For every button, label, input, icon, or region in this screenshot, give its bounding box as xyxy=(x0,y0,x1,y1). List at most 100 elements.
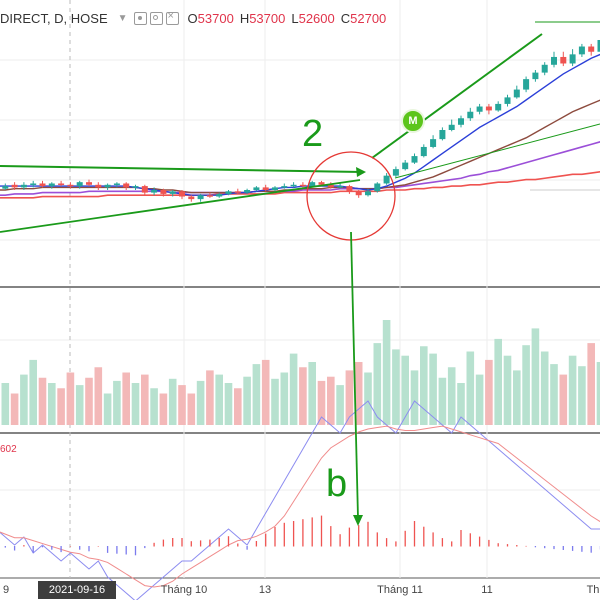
vertical-pointer[interactable] xyxy=(350,231,359,519)
x-tick-0: 9 xyxy=(2,584,10,596)
candle-body xyxy=(104,184,111,188)
volume-bar xyxy=(540,351,549,425)
close-value: 52700 xyxy=(350,10,387,26)
volume-bar xyxy=(531,328,540,425)
candle xyxy=(30,180,37,188)
candle xyxy=(132,184,139,190)
candle-body xyxy=(551,56,557,65)
candle xyxy=(262,184,269,192)
candle xyxy=(113,182,120,188)
candle-body xyxy=(560,56,567,64)
candle xyxy=(411,153,418,164)
volume-bar xyxy=(447,367,456,425)
candle xyxy=(141,184,148,196)
vertical-pointer-arrowhead xyxy=(353,515,363,526)
marker-badge[interactable]: M xyxy=(401,109,425,133)
candle xyxy=(532,70,539,82)
resistance-trendline[interactable] xyxy=(0,165,363,173)
volume-bar xyxy=(457,383,465,425)
candle-body xyxy=(188,196,195,200)
breakout-trendline[interactable] xyxy=(371,33,543,159)
indicator-value: 602 xyxy=(0,444,17,455)
volume-bar xyxy=(438,377,447,425)
volume-bar xyxy=(587,343,595,425)
symbol-name: DIRECT, D, HOSE xyxy=(0,10,108,26)
close-icon[interactable] xyxy=(165,10,179,25)
candle xyxy=(39,180,46,188)
upper-trend-line[interactable] xyxy=(394,123,600,179)
eye-icon[interactable] xyxy=(133,11,147,25)
candle-body xyxy=(290,184,297,187)
candle-body xyxy=(197,195,204,200)
chevron-down-icon[interactable]: ▼ xyxy=(117,12,128,24)
volume-bar xyxy=(345,370,354,425)
candle-body xyxy=(86,182,92,185)
breakout-circle[interactable] xyxy=(306,151,396,241)
volume-bar xyxy=(57,388,65,425)
volume-bar xyxy=(10,393,19,425)
volume-bar xyxy=(596,362,600,425)
volume-bar xyxy=(196,380,205,425)
candle-body xyxy=(523,79,530,90)
volume-bar xyxy=(234,388,242,425)
trend-drawings[interactable] xyxy=(0,21,600,526)
candle-body xyxy=(420,146,427,157)
x-tick-5: Th xyxy=(586,584,600,596)
point-label[interactable]: b xyxy=(326,463,348,505)
candle-body xyxy=(216,193,223,197)
volume-bar xyxy=(187,393,196,425)
candle-body xyxy=(327,184,334,188)
x-tick-4: 11 xyxy=(481,584,493,596)
settings-icon[interactable] xyxy=(149,11,163,25)
candle-body xyxy=(513,89,520,98)
x-tick-1: Tháng 10 xyxy=(160,584,208,596)
candle-body xyxy=(281,186,288,188)
candle-body xyxy=(458,118,464,125)
candle xyxy=(476,103,483,115)
high-value: 53700 xyxy=(249,10,286,26)
candle xyxy=(151,187,158,196)
candle-body xyxy=(58,183,65,185)
volume-bar xyxy=(513,370,521,425)
candle-body xyxy=(309,182,316,187)
volume-bar xyxy=(308,362,316,425)
candle xyxy=(272,186,278,192)
candle xyxy=(560,51,567,67)
candle xyxy=(523,76,530,93)
volume-bar xyxy=(141,374,149,425)
ma-fast-line xyxy=(0,53,600,196)
volume-bar xyxy=(494,338,502,425)
candle xyxy=(290,182,297,188)
candle xyxy=(253,186,260,192)
candle xyxy=(541,62,548,76)
candle xyxy=(244,188,251,194)
candle-body xyxy=(141,186,148,193)
candle-body xyxy=(374,183,381,192)
candle-body xyxy=(402,162,409,170)
wave-label[interactable]: 2 xyxy=(302,113,324,155)
candle xyxy=(225,190,232,196)
volume-bar xyxy=(410,370,419,425)
candle-body xyxy=(467,111,474,119)
volume-bar xyxy=(299,367,307,425)
candle-body xyxy=(448,124,455,130)
macd-line xyxy=(0,400,600,600)
volume-bar xyxy=(261,359,270,425)
candle xyxy=(299,182,306,188)
candle xyxy=(402,160,409,171)
volume-bar xyxy=(289,353,298,425)
volume-bar xyxy=(280,372,289,425)
resistance-arrowhead xyxy=(356,167,366,177)
candle xyxy=(206,192,213,198)
support-trendline[interactable] xyxy=(0,179,361,233)
candle xyxy=(374,182,381,193)
candle-body xyxy=(588,46,595,52)
candle xyxy=(188,195,195,202)
volume-bar xyxy=(559,374,568,425)
candle xyxy=(123,182,130,190)
volume-bar xyxy=(206,370,214,425)
volume-bar xyxy=(243,376,251,425)
candle xyxy=(20,182,27,190)
candle xyxy=(578,43,585,57)
